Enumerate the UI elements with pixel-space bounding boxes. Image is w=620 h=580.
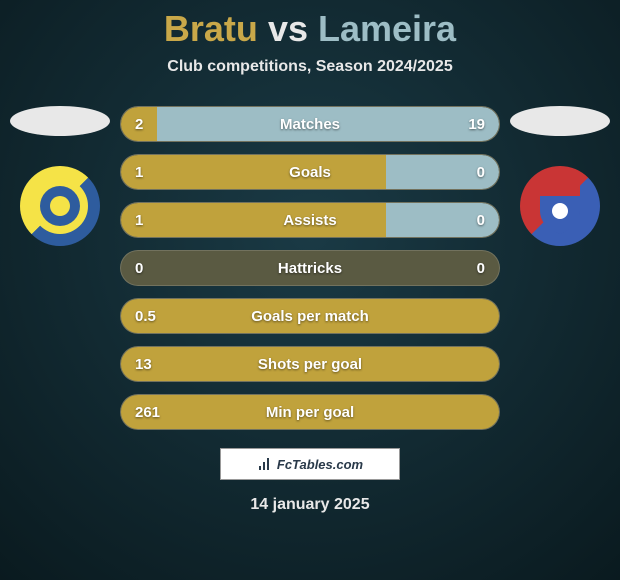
stat-value-right: 0 — [477, 203, 485, 237]
stat-label: Assists — [121, 203, 499, 237]
stat-value-right: 19 — [468, 107, 485, 141]
team-badge-left — [20, 166, 100, 246]
stat-label: Matches — [121, 107, 499, 141]
content-area: 2Matches191Goals01Assists00Hattricks00.5… — [0, 106, 620, 430]
player1-name: Bratu — [164, 8, 258, 49]
vs-separator: vs — [268, 8, 308, 49]
stat-value-right: 0 — [477, 155, 485, 189]
stat-row: 0Hattricks0 — [120, 250, 500, 286]
team-badge-right — [520, 166, 600, 246]
subtitle: Club competitions, Season 2024/2025 — [0, 58, 620, 76]
stat-row: 13Shots per goal — [120, 346, 500, 382]
comparison-title: Bratu vs Lameira — [0, 0, 620, 50]
stat-label: Shots per goal — [121, 347, 499, 381]
stat-row: 2Matches19 — [120, 106, 500, 142]
stat-row: 1Goals0 — [120, 154, 500, 190]
player2-oval — [510, 106, 610, 136]
stat-label: Min per goal — [121, 395, 499, 429]
stat-label: Goals — [121, 155, 499, 189]
player1-oval — [10, 106, 110, 136]
date-text: 14 january 2025 — [0, 496, 620, 514]
stat-row: 0.5Goals per match — [120, 298, 500, 334]
stat-label: Hattricks — [121, 251, 499, 285]
brand-badge: FcTables.com — [220, 448, 400, 480]
stat-label: Goals per match — [121, 299, 499, 333]
brand-text: FcTables.com — [277, 457, 363, 472]
stat-row: 1Assists0 — [120, 202, 500, 238]
stats-container: 2Matches191Goals01Assists00Hattricks00.5… — [120, 106, 500, 430]
stat-value-right: 0 — [477, 251, 485, 285]
player2-name: Lameira — [318, 8, 456, 49]
stat-row: 261Min per goal — [120, 394, 500, 430]
